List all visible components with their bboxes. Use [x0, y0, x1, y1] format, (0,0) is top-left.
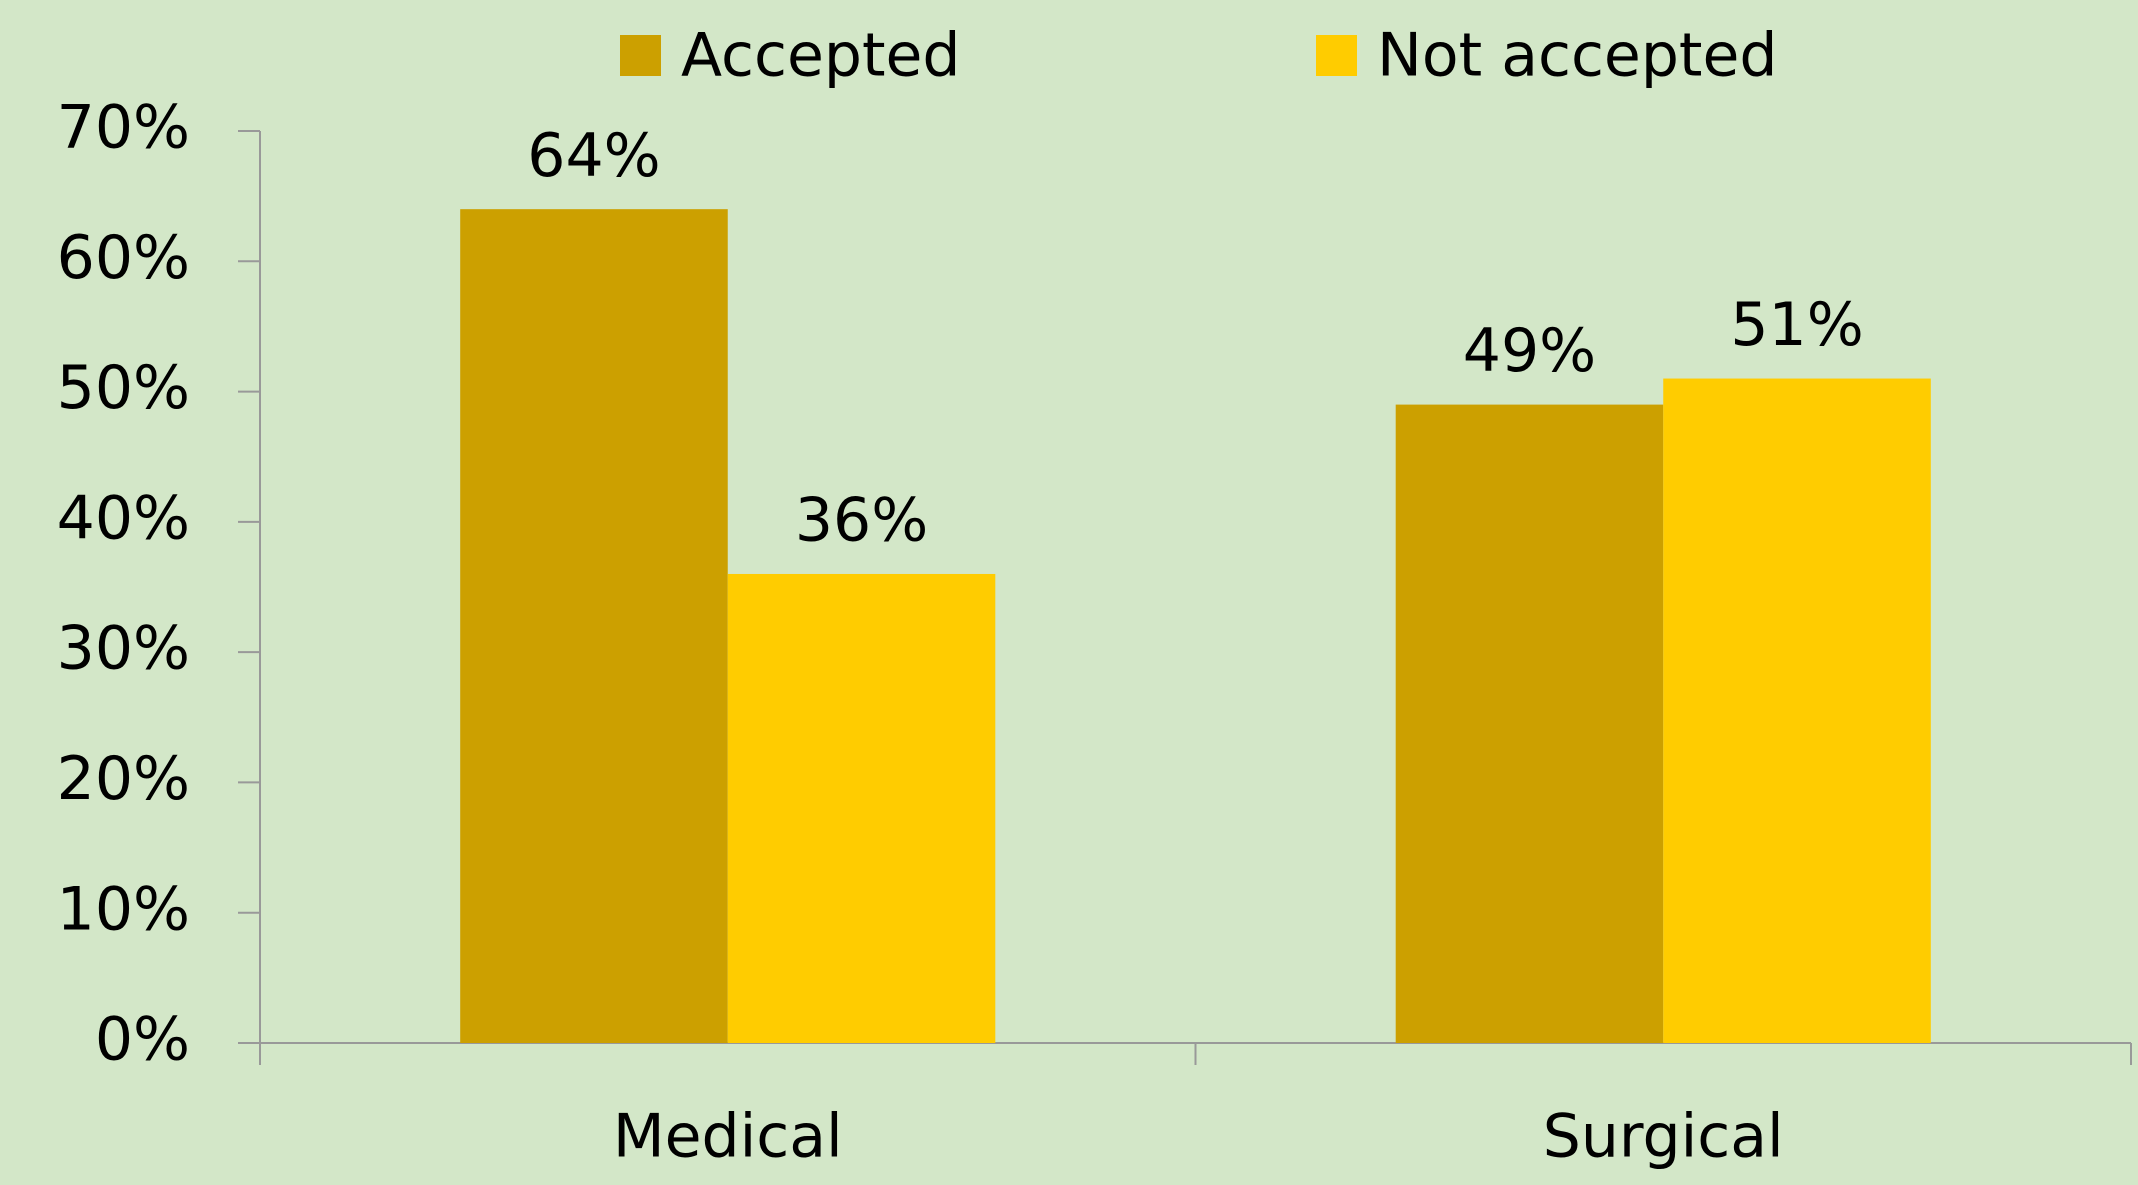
bar	[1395, 404, 1664, 1044]
value-label: 36%	[795, 486, 928, 556]
y-tick-label: 50%	[57, 353, 190, 423]
bar	[727, 573, 996, 1043]
legend-label: Not accepted	[1377, 21, 1777, 91]
value-label: 51%	[1730, 290, 1863, 360]
y-tick-label: 70%	[57, 93, 190, 163]
value-label: 64%	[527, 121, 660, 191]
x-tick-label: Medical	[613, 1102, 843, 1172]
y-tick-label: 30%	[57, 614, 190, 684]
legend-swatch	[620, 35, 661, 76]
legend-label: Accepted	[681, 21, 961, 91]
x-tick-label: Surgical	[1543, 1102, 1784, 1172]
y-tick-label: 40%	[57, 483, 190, 553]
bar	[460, 209, 728, 1043]
y-tick-label: 20%	[57, 744, 190, 814]
value-label: 49%	[1463, 316, 1596, 386]
y-tick-label: 0%	[95, 1005, 190, 1075]
legend-swatch	[1316, 35, 1357, 76]
y-tick-label: 10%	[57, 874, 190, 944]
y-tick-label: 60%	[57, 223, 190, 293]
bar	[1663, 378, 1931, 1043]
